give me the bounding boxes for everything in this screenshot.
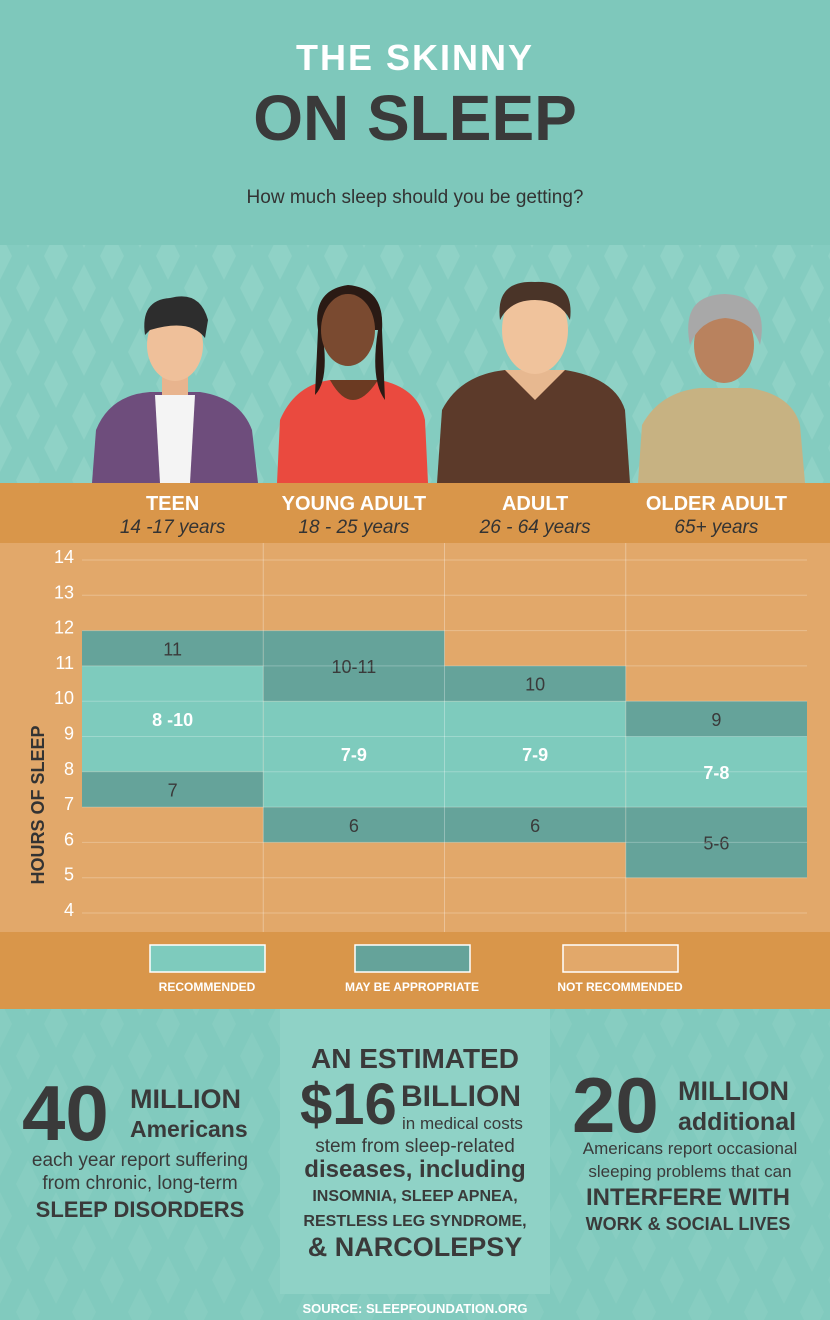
fact-emphasis: SLEEP DISORDERS bbox=[36, 1197, 245, 1222]
category-ages: 26 - 64 years bbox=[479, 517, 591, 538]
older-adult-illustration bbox=[638, 294, 805, 483]
fact-unit: MILLION bbox=[130, 1084, 241, 1114]
band-label: 10-11 bbox=[332, 657, 377, 677]
y-tick-label: 11 bbox=[55, 653, 74, 673]
title-line1: THE SKINNY bbox=[296, 37, 534, 78]
band-label: 6 bbox=[349, 816, 359, 836]
category-band bbox=[0, 483, 830, 543]
fact-unit-sub: in medical costs bbox=[402, 1114, 523, 1133]
fact-number: $16 bbox=[300, 1072, 397, 1137]
band-label: 8 -10 bbox=[152, 710, 193, 730]
fact-unit: MILLION bbox=[678, 1076, 789, 1106]
fact-number: 20 bbox=[572, 1061, 659, 1149]
range-band bbox=[625, 736, 807, 808]
fact-emphasis: INSOMNIA, SLEEP APNEA, bbox=[312, 1188, 517, 1205]
range-band bbox=[444, 807, 626, 843]
range-band bbox=[82, 771, 264, 808]
band-label: 5-6 bbox=[703, 833, 729, 853]
category-ages: 14 -17 years bbox=[120, 517, 226, 538]
legend-swatch bbox=[149, 944, 266, 973]
fact-emphasis: diseases, including bbox=[304, 1156, 525, 1183]
y-tick-label: 4 bbox=[64, 900, 74, 920]
category-ages: 65+ years bbox=[674, 517, 758, 538]
range-band bbox=[263, 807, 445, 843]
legend-label: MAY BE APPROPRIATE bbox=[345, 980, 479, 994]
fact-emphasis: WORK & SOCIAL LIVES bbox=[586, 1214, 791, 1234]
category-name: TEEN bbox=[146, 493, 199, 515]
range-band bbox=[444, 665, 626, 702]
fact-number: 40 bbox=[22, 1069, 109, 1157]
category-name: YOUNG ADULT bbox=[282, 493, 426, 515]
band-label: 7 bbox=[168, 780, 178, 800]
fact-text: Americans report occasional bbox=[583, 1139, 797, 1158]
y-tick-label: 8 bbox=[64, 759, 74, 779]
title-line2: ON SLEEP bbox=[253, 82, 577, 154]
band-label: 11 bbox=[163, 639, 182, 659]
range-band bbox=[625, 701, 807, 737]
range-band bbox=[444, 701, 626, 808]
legend-swatch bbox=[354, 944, 471, 973]
fact-unit-sub: additional bbox=[678, 1108, 796, 1136]
fact-unit: BILLION bbox=[401, 1080, 521, 1113]
fact-emphasis: RESTLESS LEG SYNDROME, bbox=[303, 1213, 526, 1230]
legend-swatch bbox=[562, 944, 679, 973]
fact-emphasis: & NARCOLEPSY bbox=[308, 1232, 523, 1262]
range-band bbox=[82, 630, 264, 666]
y-axis-label: HOURS OF SLEEP bbox=[28, 725, 48, 884]
category-name: OLDER ADULT bbox=[646, 493, 787, 515]
range-band bbox=[263, 701, 445, 808]
band-label: 7-9 bbox=[341, 745, 367, 765]
y-tick-label: 9 bbox=[64, 724, 74, 744]
fact-text: sleeping problems that can bbox=[588, 1162, 791, 1181]
teen-illustration bbox=[92, 296, 258, 483]
young-adult-illustration bbox=[277, 285, 428, 483]
y-tick-label: 13 bbox=[54, 582, 74, 602]
band-label: 7-9 bbox=[522, 745, 548, 765]
range-band bbox=[263, 630, 445, 702]
y-tick-label: 12 bbox=[54, 618, 74, 638]
y-tick-label: 10 bbox=[54, 688, 74, 708]
legend-label: RECOMMENDED bbox=[159, 980, 256, 994]
range-band bbox=[625, 807, 807, 878]
adult-illustration bbox=[437, 281, 630, 483]
category-name: ADULT bbox=[502, 493, 568, 515]
band-label: 7-8 bbox=[703, 763, 729, 783]
y-tick-label: 14 bbox=[54, 547, 74, 567]
category-ages: 18 - 25 years bbox=[298, 517, 409, 538]
y-tick-label: 7 bbox=[64, 794, 74, 814]
band-label: 9 bbox=[711, 710, 721, 730]
source: SOURCE: SLEEPFOUNDATION.ORG bbox=[302, 1301, 527, 1316]
fact-unit-sub: Americans bbox=[130, 1116, 248, 1142]
subtitle: How much sleep should you be getting? bbox=[247, 187, 584, 208]
fact-text: stem from sleep-related bbox=[315, 1136, 515, 1157]
range-band bbox=[82, 665, 264, 772]
fact-text: from chronic, long-term bbox=[42, 1173, 237, 1194]
band-label: 10 bbox=[525, 675, 545, 695]
fact-text: each year report suffering bbox=[32, 1150, 248, 1171]
band-label: 6 bbox=[530, 816, 540, 836]
legend-label: NOT RECOMMENDED bbox=[557, 980, 683, 994]
header-bg bbox=[0, 0, 830, 245]
facts-center-panel bbox=[280, 1009, 550, 1294]
y-tick-label: 6 bbox=[64, 829, 74, 849]
y-tick-label: 5 bbox=[64, 865, 74, 885]
fact-emphasis: INTERFERE WITH bbox=[586, 1184, 790, 1211]
fact-lead: AN ESTIMATED bbox=[311, 1043, 519, 1074]
